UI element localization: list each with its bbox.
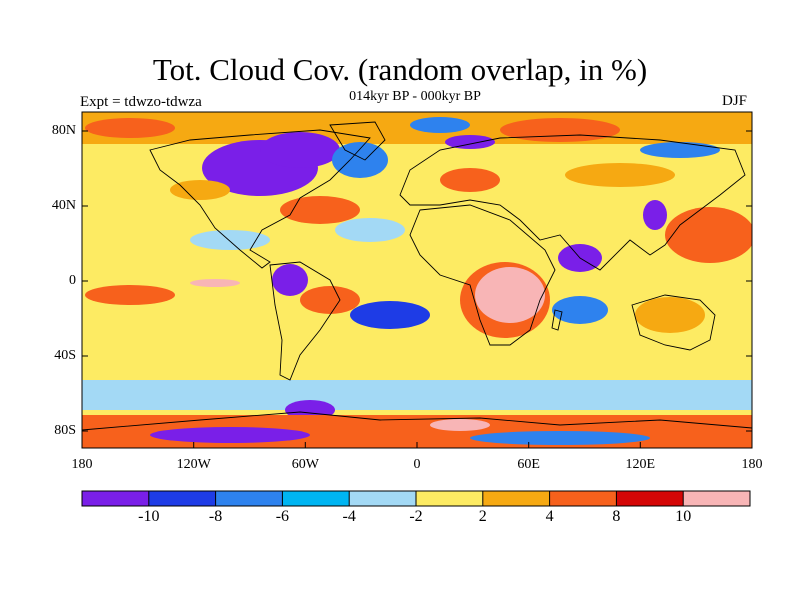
anomaly-patch xyxy=(300,286,360,314)
colorbar-label: 10 xyxy=(675,508,692,525)
anomaly-patch xyxy=(190,230,270,250)
anomaly-patch xyxy=(272,264,308,296)
anomaly-patch xyxy=(565,163,675,187)
anomaly-patch xyxy=(643,200,667,230)
lat-tick-label: 80S xyxy=(54,423,76,438)
lon-tick-label: 0 xyxy=(413,457,421,472)
colorbar-label: -4 xyxy=(342,508,356,525)
southern-band xyxy=(82,380,752,410)
colorbar-label: 8 xyxy=(612,508,621,525)
south-america-outline xyxy=(269,261,341,381)
antarctica-outline xyxy=(82,411,752,431)
lat-tick-label: 0 xyxy=(69,273,76,288)
colorbar-box xyxy=(683,491,750,506)
colorbar-box xyxy=(482,491,550,506)
anomaly-patch xyxy=(350,301,430,329)
coastlines xyxy=(82,121,752,431)
anomaly-patch xyxy=(260,132,340,168)
madagascar-outline xyxy=(551,309,563,331)
anomaly-patch xyxy=(475,267,545,323)
lat-tick-label: 40N xyxy=(51,198,76,213)
anomaly-patch xyxy=(410,117,470,133)
lon-tick-marks xyxy=(81,442,753,448)
anomaly-patch xyxy=(430,419,490,431)
anomaly-patch xyxy=(665,207,752,263)
anomaly-patch xyxy=(635,297,705,333)
lon-tick-label: 180 xyxy=(741,457,763,472)
experiment-label: Expt = tdwzo-tdwza xyxy=(80,94,202,110)
lon-tick-label: 180 xyxy=(71,457,93,472)
map-title: Tot. Cloud Cov. (random overlap, in %) xyxy=(152,52,648,87)
anomaly-patch xyxy=(470,431,650,445)
greenland-outline xyxy=(329,121,386,161)
colorbar-label: -8 xyxy=(208,508,223,525)
colorbar-box xyxy=(215,491,283,506)
australia-outline xyxy=(631,294,716,351)
north-america-outline xyxy=(149,129,371,269)
colorbar-box xyxy=(282,491,350,506)
lat-tick-marks xyxy=(82,130,752,432)
anomaly-patch xyxy=(280,196,360,224)
colorbar-label: -6 xyxy=(275,508,290,525)
season-label: DJF xyxy=(722,93,748,109)
colorbar-box xyxy=(549,491,617,506)
anomaly-patch xyxy=(500,118,620,142)
europe-asia-outline xyxy=(399,134,746,271)
colorbar-box xyxy=(148,491,216,506)
colorbar-box xyxy=(82,491,149,506)
anomaly-patch xyxy=(170,180,230,200)
anomaly-patch xyxy=(332,142,388,178)
anomaly-patch xyxy=(190,279,240,287)
anomaly-patch xyxy=(85,118,175,138)
anomaly-patch xyxy=(150,427,310,443)
anomaly-patch xyxy=(445,135,495,149)
anomaly-patch xyxy=(440,168,500,192)
anomaly-patch xyxy=(335,218,405,242)
lat-tick-label: 80N xyxy=(51,123,76,138)
colorbar-box xyxy=(616,491,684,506)
colorbar-label: 2 xyxy=(478,508,487,525)
anomaly-patch xyxy=(640,142,720,158)
africa-outline xyxy=(409,204,556,346)
colorbar-box xyxy=(349,491,416,506)
lon-tick-label: 60W xyxy=(291,457,319,472)
colorbar xyxy=(81,490,751,507)
lat-tick-label: 40S xyxy=(54,348,76,363)
colorbar-box xyxy=(416,491,483,506)
colorbar-dividers xyxy=(148,491,684,506)
anomaly-patch xyxy=(85,285,175,305)
cloud-cover-field xyxy=(82,112,752,448)
colorbar-label: -10 xyxy=(138,508,160,525)
lon-tick-label: 120W xyxy=(176,457,211,472)
colorbar-label: 4 xyxy=(545,508,554,525)
map-subtitle: 014kyr BP - 000kyr BP xyxy=(349,89,481,104)
lon-tick-label: 60E xyxy=(517,457,540,472)
colorbar-label: -2 xyxy=(409,508,423,525)
anomaly-patch xyxy=(552,296,608,324)
lon-tick-label: 120E xyxy=(625,457,656,472)
